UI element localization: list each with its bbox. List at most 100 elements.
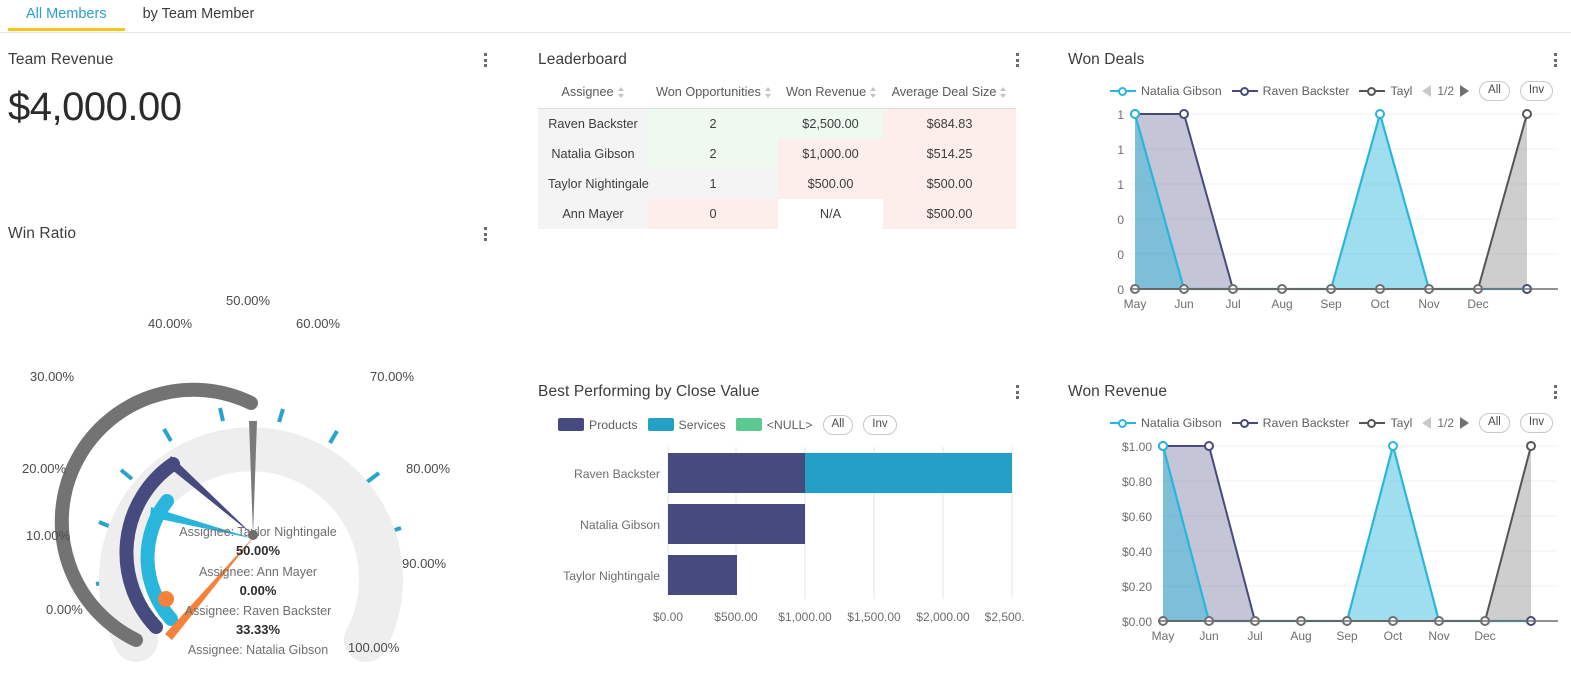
sort-icon[interactable] <box>870 86 877 98</box>
won-revenue-xtick-label-6: Nov <box>1428 629 1449 643</box>
won-revenue-ytick-label-4: $0.80 <box>1122 475 1152 489</box>
best-performing-inv-button[interactable]: Inv <box>863 415 897 435</box>
gauge-tick-label-70: 70.00% <box>370 369 415 384</box>
area-raven-backster <box>1135 113 1233 289</box>
bar-taylor-nightingale-products[interactable] <box>668 554 737 595</box>
won-deals-all-button[interactable]: All <box>1479 81 1510 101</box>
cell-won-opportunities: 2 <box>648 139 778 169</box>
win-ratio-header: Win Ratio <box>8 225 493 243</box>
pager-next-icon[interactable] <box>1460 416 1470 429</box>
legend-item-raven-backster[interactable]: Raven Backster <box>1231 83 1350 98</box>
best-performing-bar-chart: Raven Backster Natalia Gibson Taylor Nig… <box>563 446 1032 624</box>
column-header-won-opportunities[interactable]: Won Opportunities <box>648 79 778 109</box>
pager-prev-icon[interactable] <box>1422 416 1432 429</box>
panel-team-revenue: Team Revenue $4,000.00 <box>8 51 493 130</box>
pager-prev-icon[interactable] <box>1422 84 1432 97</box>
cell-won-revenue: $500.00 <box>778 169 883 199</box>
leaderboard-kebab-icon[interactable] <box>1009 51 1025 69</box>
bar-category-label-0: Raven Backster <box>574 467 660 481</box>
bar-raven-backster-products[interactable] <box>668 452 805 493</box>
win-ratio-title: Win Ratio <box>8 225 77 242</box>
column-header-won-revenue[interactable]: Won Revenue <box>778 79 883 109</box>
bar-xtick-label-5: $2,500.0 <box>985 610 1025 624</box>
gauge-tick-label-50: 50.00% <box>226 293 271 308</box>
cell-won-opportunities: 1 <box>648 169 778 199</box>
table-row[interactable]: Natalia Gibson 2 $1,000.00 $514.25 <box>538 139 1016 169</box>
legend-line-marker-icon <box>1231 85 1258 97</box>
won-deals-area-chart: 1 1 1 0 0 0 May Jun Jul Aug Sep Oct Nov … <box>1117 108 1558 311</box>
gauge-series-value-1: 0.00% <box>240 583 277 598</box>
legend-item-taylor[interactable]: Tayl <box>1359 84 1412 98</box>
best-performing-kebab-icon[interactable] <box>1009 383 1025 401</box>
gauge-tick-label-20: 20.00% <box>22 461 67 476</box>
legend-swatch-products-icon <box>558 418 584 432</box>
legend-item-taylor[interactable]: Tayl <box>1359 416 1412 430</box>
team-revenue-kebab-icon[interactable] <box>477 51 493 69</box>
legend-line-marker-icon <box>1231 417 1258 429</box>
pager-next-icon[interactable] <box>1460 84 1470 97</box>
legend-item-products[interactable]: Products <box>558 418 638 432</box>
column-header-average-deal-size-label: Average Deal Size <box>891 85 997 99</box>
column-header-assignee[interactable]: Assignee <box>538 79 648 109</box>
won-revenue-inv-button[interactable]: Inv <box>1519 413 1554 433</box>
legend-swatch-services-icon <box>647 418 674 432</box>
pager-indicator: 1/2 <box>1437 415 1455 430</box>
best-performing-header: Best Performing by Close Value <box>538 383 1025 401</box>
gauge-series-name-3: Assignee: Natalia Gibson <box>188 643 328 657</box>
sort-icon[interactable] <box>1000 86 1007 98</box>
table-row[interactable]: Ann Mayer 0 N/A $500.00 <box>538 199 1016 229</box>
bar-raven-backster-services[interactable] <box>805 452 1012 493</box>
column-header-average-deal-size[interactable]: Average Deal Size <box>883 79 1016 109</box>
won-deals-kebab-icon[interactable] <box>1547 51 1563 69</box>
won-deals-header: Won Deals <box>1068 51 1563 69</box>
won-revenue-ytick-label-0: $0.00 <box>1122 615 1152 629</box>
legend-line-marker-icon <box>1359 417 1386 429</box>
legend-item-null[interactable]: <NULL> <box>735 418 813 432</box>
tab-by-team-member-label: by Team Member <box>142 6 255 22</box>
won-deals-gridlines <box>1130 113 1558 255</box>
cell-won-revenue: $2,500.00 <box>778 108 883 139</box>
bar-natalia-gibson-products[interactable] <box>668 503 805 544</box>
win-ratio-kebab-icon[interactable] <box>477 225 493 243</box>
won-deals-xtick-label-4: Sep <box>1320 297 1342 311</box>
table-row[interactable]: Taylor Nightingale 1 $500.00 $500.00 <box>538 169 1016 199</box>
legend-label-services: Services <box>678 417 726 432</box>
cell-assignee: Natalia Gibson <box>538 139 648 169</box>
bar-category-label-1: Natalia Gibson <box>580 518 660 532</box>
cell-assignee: Ann Mayer <box>538 199 648 229</box>
area-natalia-gibson-oct <box>1347 445 1439 621</box>
tab-all-members[interactable]: All Members <box>8 0 125 31</box>
legend-item-raven-backster[interactable]: Raven Backster <box>1231 415 1350 430</box>
won-deals-ytick-label-4: 0 <box>1117 248 1124 262</box>
legend-label-raven-backster: Raven Backster <box>1262 415 1350 430</box>
column-header-won-revenue-label: Won Revenue <box>786 85 867 99</box>
column-header-won-opportunities-label: Won Opportunities <box>656 85 761 99</box>
cell-won-opportunities: 0 <box>648 199 778 229</box>
panel-won-deals: Won Deals Natalia Gibson Raven Backster … <box>1068 51 1563 320</box>
legend-item-services[interactable]: Services <box>647 417 726 432</box>
best-performing-legend: Products Services <NULL> All Inv <box>538 415 1025 435</box>
cell-assignee: Taylor Nightingale <box>538 169 649 199</box>
table-row[interactable]: Raven Backster 2 $2,500.00 $684.83 <box>538 108 1016 139</box>
won-deals-xtick-label-6: Nov <box>1418 297 1439 311</box>
sort-icon[interactable] <box>617 86 625 98</box>
gauge-arc-raven-backster <box>119 457 180 634</box>
won-revenue-legend: Natalia Gibson Raven Backster Tayl 1/2 A… <box>1068 413 1563 433</box>
legend-item-natalia-gibson[interactable]: Natalia Gibson <box>1110 84 1222 98</box>
bar-xtick-label-1: $500.00 <box>714 610 758 624</box>
won-deals-inv-button[interactable]: Inv <box>1519 81 1554 101</box>
legend-label-raven-backster: Raven Backster <box>1262 83 1350 98</box>
won-revenue-kebab-icon[interactable] <box>1547 383 1563 401</box>
panel-best-performing: Best Performing by Close Value Products … <box>538 383 1032 651</box>
won-revenue-area-chart: $0.00 $0.20 $0.40 $0.60 $0.80 $1.00 May … <box>1122 440 1558 643</box>
gauge-series-name-0: Assignee: Taylor Nightingale <box>179 525 337 539</box>
cell-average-deal-size: $500.00 <box>883 169 1016 199</box>
legend-item-natalia-gibson[interactable]: Natalia Gibson <box>1110 416 1222 430</box>
won-deals-xtick-label-1: Jun <box>1174 297 1193 311</box>
tab-by-team-member[interactable]: by Team Member <box>125 0 273 31</box>
legend-label-natalia-gibson: Natalia Gibson <box>1141 415 1222 430</box>
best-performing-all-button[interactable]: All <box>822 415 854 435</box>
gauge-series-value-2: 33.33% <box>236 622 281 637</box>
won-revenue-all-button[interactable]: All <box>1479 413 1510 433</box>
sort-icon[interactable] <box>764 86 772 98</box>
